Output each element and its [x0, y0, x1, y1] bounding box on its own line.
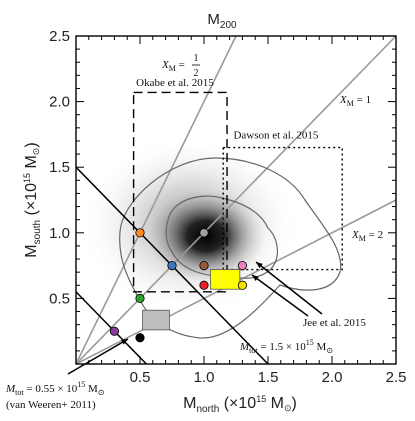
filled-region-jee: [209, 269, 241, 290]
jee-label: Jee et al. 2015: [303, 317, 366, 329]
jee-arrow-1: [251, 274, 309, 317]
axis-ticks: [76, 35, 397, 364]
region-box-0: [132, 91, 228, 293]
y-tick-label: 2.5: [49, 28, 70, 45]
data-point-7: [135, 293, 145, 303]
y-tick-label: 0.5: [49, 290, 70, 307]
ratio-line-1: [76, 36, 396, 364]
y-tick-label: 2.0: [49, 94, 70, 111]
plot-area: [76, 36, 396, 364]
tick-labels: 0.5 1.0 1.5 2.0 2.5 0.5 1.0 1.5 2.0 2.5: [49, 28, 406, 386]
van-weeren-arrow: [67, 338, 129, 375]
annotations: Okabe et al. 2015 Dawson et al. 2015 Jee e…: [5, 53, 383, 411]
inner-contour: [165, 195, 278, 279]
plot-frame: [75, 35, 397, 365]
ratio-label-half-den: 2: [194, 68, 199, 79]
y-tick-label: 1.5: [49, 159, 70, 176]
data-point-5: [237, 260, 247, 271]
x-tick-label: 1.5: [258, 369, 279, 386]
ratio-label-one: XM = 1: [339, 94, 371, 108]
ratio-label-half: XM =: [161, 59, 185, 73]
data-point-8: [109, 326, 120, 336]
ratio-label-two: XM = 2: [351, 229, 383, 243]
x-axis-label: Mnorth (×1015 M⊙): [183, 394, 297, 415]
ratio-line-0: [76, 36, 237, 364]
data-point-2: [199, 228, 209, 238]
chart-title: M200: [207, 11, 237, 31]
x-tick-label: 0.5: [130, 369, 151, 386]
x-tick-label: 1.0: [194, 369, 215, 386]
van-weeren-ref: (van Weeren+ 2011): [6, 399, 96, 411]
mass-label-0p55: Mtot = 0.55 × 1015 M⊙: [5, 380, 105, 397]
dawson-label: Dawson et al. 2015: [233, 129, 318, 141]
jee-arrow-2: [255, 261, 323, 315]
y-tick-label: 1.0: [49, 225, 70, 242]
data-point-9: [135, 333, 145, 343]
data-point-6: [237, 280, 247, 290]
data-point-4: [199, 280, 209, 290]
filled-region-van-weeren: [142, 309, 170, 331]
data-point-3: [199, 260, 209, 271]
data-point-0: [135, 228, 145, 238]
data-point-1: [167, 260, 177, 271]
x-tick-label: 2.5: [386, 369, 407, 386]
okabe-label: Okabe et al. 2015: [136, 77, 214, 89]
region-box-1: [222, 146, 343, 271]
y-axis-label: Msouth (×1015 M⊙): [22, 142, 43, 257]
ratio-label-half-num: 1: [194, 53, 199, 64]
x-tick-label: 2.0: [322, 369, 343, 386]
mass-label-1p5: Mtot = 1.5 × 1015 M⊙: [239, 338, 333, 355]
